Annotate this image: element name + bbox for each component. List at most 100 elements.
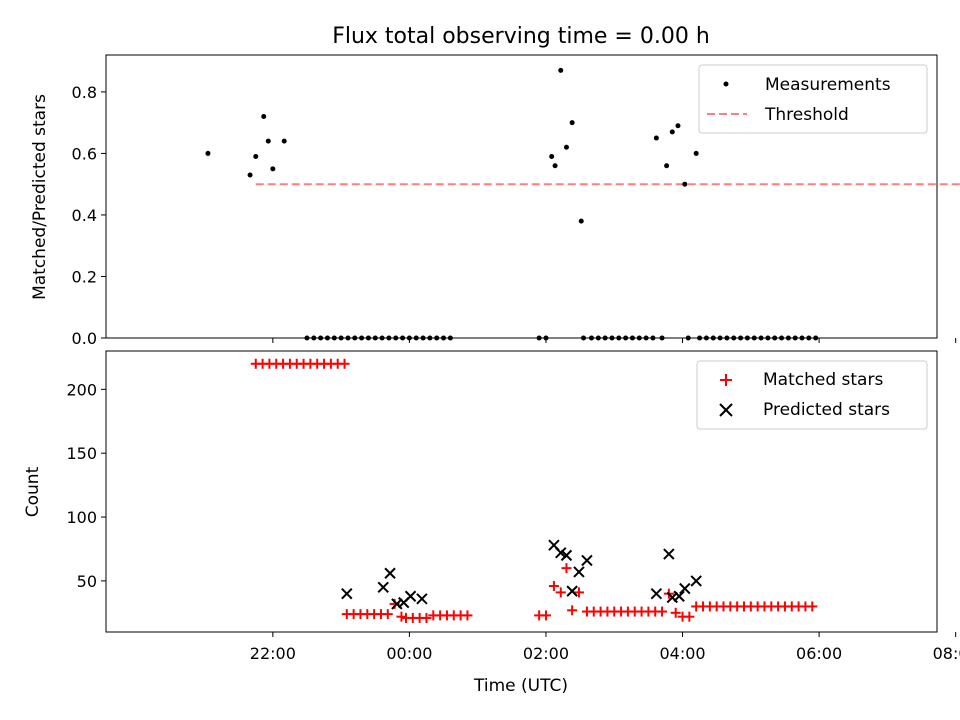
measurement-point [543, 335, 549, 341]
predicted-star-stroke-b [666, 591, 678, 604]
legend-measurements-marker [723, 81, 729, 87]
bottom-x-tick-label: 22:00 [250, 644, 296, 663]
bottom-panel: Count Time (UTC) 50 100 150 200 22:00 00:00 0… [23, 350, 960, 696]
measurement-point [653, 135, 659, 141]
predicted-star-stroke-b [548, 539, 560, 551]
predicted-star-stroke-b [391, 598, 403, 610]
measurement-point [738, 335, 744, 341]
top-y-axis-label: Matched/Predicted stars [30, 94, 50, 300]
predicted-star-point [663, 548, 675, 560]
measurement-point [685, 335, 691, 341]
measurement-point [552, 163, 558, 169]
measurement-point [270, 166, 276, 172]
predicted-star-stroke-b [673, 590, 685, 602]
top-panel: Matched/Predicted stars 0.00.20.40.60.8 … [30, 54, 960, 348]
measurement-point [563, 144, 569, 150]
measurement-point [281, 138, 287, 144]
top-y-ticks: 0.0 0.2 0.4 0.6 0.8 [72, 83, 106, 348]
measurement-point [400, 335, 406, 341]
measurement-point [623, 335, 629, 341]
measurement-point [324, 335, 330, 341]
measurement-point [602, 335, 608, 341]
measurement-point [697, 335, 703, 341]
measurement-point [427, 335, 433, 341]
bottom-y-axis-label: Count [23, 466, 43, 517]
measurement-point [318, 335, 324, 341]
matched-star-point [421, 612, 432, 623]
measurement-point [650, 335, 656, 341]
predicted-star-point [377, 581, 389, 594]
matched-star-point [684, 611, 695, 622]
measurement-point [629, 335, 635, 341]
measurement-point [331, 335, 337, 341]
measurement-point [345, 335, 351, 341]
predicted-star-stroke-b [650, 587, 663, 600]
legend-predicted-marker [719, 403, 733, 417]
measurement-point [420, 335, 426, 341]
measurement-point [669, 129, 675, 135]
measurement-point [779, 335, 785, 341]
measurement-point [765, 335, 771, 341]
measurement-point [379, 335, 385, 341]
measurement-point [799, 335, 805, 341]
bottom-legend-box [696, 360, 928, 430]
measurement-point [549, 154, 555, 160]
bottom-y-tick-label: 100 [66, 508, 97, 527]
measurement-point [643, 335, 649, 341]
measurement-point [338, 335, 344, 341]
top-legend-box [698, 64, 928, 134]
legend-threshold-label: Threshold [764, 105, 849, 125]
matched-star-point [462, 610, 473, 621]
measurement-point [581, 335, 587, 341]
bottom-legend: Matched stars Predicted stars [696, 360, 928, 430]
bottom-y-tick-label: 50 [77, 572, 97, 591]
measurement-point [359, 335, 365, 341]
measurement-point [413, 335, 419, 341]
matched-star-point [396, 611, 407, 622]
measurement-point [558, 67, 564, 73]
legend-matched-marker [720, 374, 732, 386]
legend-predicted-label: Predicted stars [763, 400, 890, 420]
predicted-star-point [341, 587, 353, 600]
measurement-point [813, 335, 819, 341]
measurement-point [441, 335, 447, 341]
measurement-point [675, 123, 681, 129]
measurement-point [265, 138, 271, 144]
measurement-point [588, 335, 594, 341]
predicted-star-stroke-b [679, 582, 691, 595]
bottom-y-tick-label: 200 [66, 380, 97, 399]
measurement-point [703, 335, 709, 341]
predicted-star-stroke-b [404, 590, 417, 602]
measurement-point [536, 335, 542, 341]
bottom-x-tick-label: 06:00 [796, 644, 842, 663]
measurement-point [724, 335, 730, 341]
predicted-star-point [555, 547, 567, 559]
measurement-point [659, 335, 665, 341]
matched-star-point [339, 358, 350, 369]
measurement-point [569, 120, 575, 126]
predicted-star-stroke-b [566, 585, 578, 597]
measurement-point [261, 114, 267, 120]
measurement-point [664, 163, 670, 169]
matched-star-point [807, 601, 818, 612]
bottom-x-tick-label: 00:00 [386, 644, 432, 663]
predicted-star-point [573, 566, 585, 578]
predicted-star-point [416, 593, 428, 605]
measurement-point [311, 335, 317, 341]
measurement-point [393, 335, 399, 341]
measurement-point [386, 335, 392, 341]
bottom-y-ticks: 50 100 150 200 [66, 380, 106, 591]
predicted-star-point [560, 549, 573, 562]
measurement-point [792, 335, 798, 341]
measurement-point [595, 335, 601, 341]
measurement-point [205, 150, 211, 156]
predicted-star-stroke-b [690, 575, 702, 587]
measurement-point [247, 172, 253, 178]
top-y-tick-label: 0.0 [72, 329, 97, 348]
top-marks [205, 67, 960, 341]
predicted-star-stroke-b [555, 547, 567, 559]
measurement-point [578, 218, 584, 224]
matched-star-point [657, 606, 668, 617]
matched-star-point [561, 563, 572, 574]
